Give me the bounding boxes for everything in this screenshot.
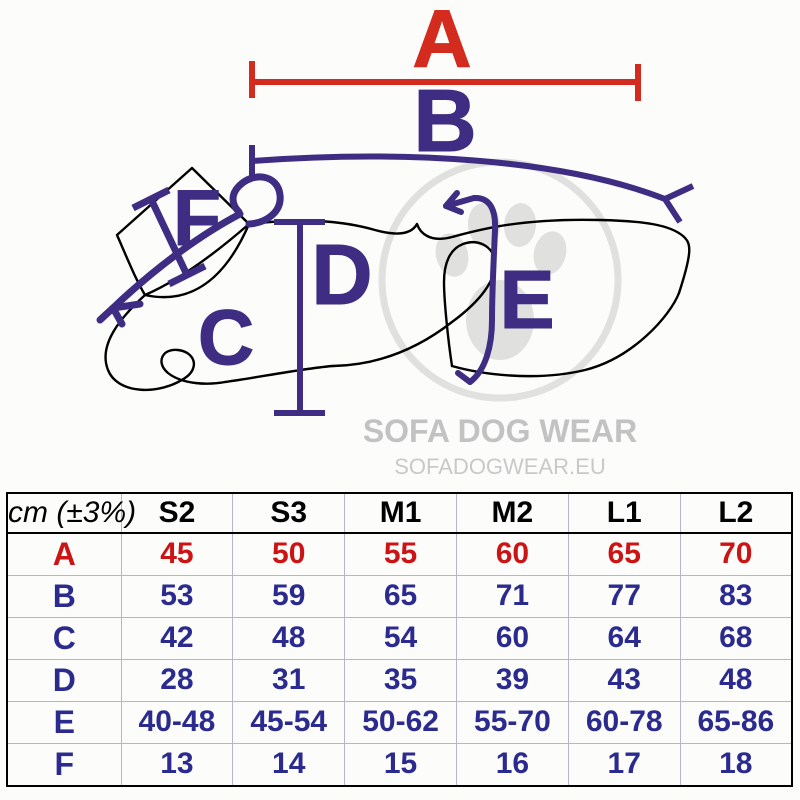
svg-text:E: E (499, 253, 554, 346)
svg-text:SOFA DOG WEAR: SOFA DOG WEAR (363, 413, 637, 449)
svg-text:SOFADOGWEAR.EU: SOFADOGWEAR.EU (394, 454, 605, 479)
svg-text:D: D (311, 228, 372, 323)
svg-text:B: B (413, 71, 477, 170)
svg-text:C: C (198, 293, 254, 381)
